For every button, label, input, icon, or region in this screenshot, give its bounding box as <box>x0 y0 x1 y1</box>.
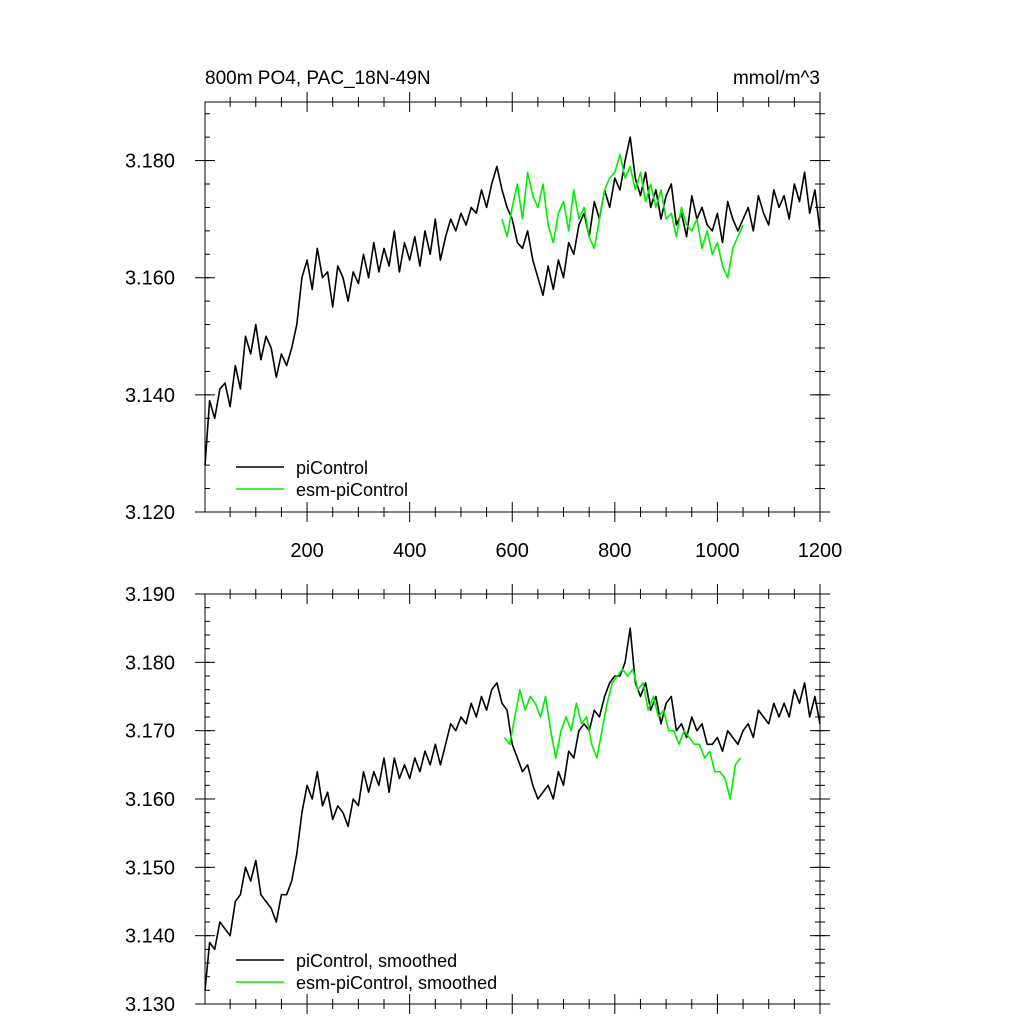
x-tick-label: 600 <box>496 540 529 562</box>
top-series-group <box>204 136 821 466</box>
y-tick-label: 3.160 <box>125 268 175 290</box>
bottom-series-group <box>204 627 821 991</box>
bottom-x-ticks <box>306 584 821 1014</box>
bottom-plot-frame <box>204 593 821 1005</box>
y-tick-label: 3.150 <box>125 857 175 879</box>
y-tick-label: 3.190 <box>125 584 175 606</box>
y-tick-label: 3.180 <box>125 151 175 173</box>
y-tick-label: 3.140 <box>125 385 175 407</box>
series-line-esm-picontrol-smoothed <box>503 668 742 800</box>
top-panel: 800m PO4, PAC_18N-49N mmol/m^3 200 400 600… <box>125 68 842 562</box>
y-tick-label: 3.180 <box>125 652 175 674</box>
y-tick-label: 3.130 <box>125 994 175 1016</box>
legend-label-esm-picontrol: esm-piControl <box>296 480 408 500</box>
series-line-picontrol <box>204 136 821 466</box>
x-tick-label: 1000 <box>695 540 740 562</box>
legend-label-picontrol: piControl <box>296 458 368 478</box>
top-panel-title: 800m PO4, PAC_18N-49N <box>205 68 431 89</box>
bottom-legend: piControl, smoothed esm-piControl, smoot… <box>236 951 497 993</box>
legend-label-esm-picontrol-smoothed: esm-piControl, smoothed <box>296 973 497 993</box>
top-legend: piControl esm-piControl <box>236 458 408 500</box>
top-plot-frame <box>204 101 821 513</box>
y-tick-label: 3.140 <box>125 926 175 948</box>
legend-label-picontrol-smoothed: piControl, smoothed <box>296 951 457 971</box>
top-panel-units: mmol/m^3 <box>733 68 820 89</box>
y-tick-label: 3.120 <box>125 502 175 524</box>
y-tick-label: 3.160 <box>125 789 175 811</box>
x-tick-label: 1200 <box>798 540 843 562</box>
bottom-minor-ticks <box>205 589 825 1009</box>
series-line-esm-picontrol <box>501 153 744 279</box>
series-line-picontrol-smoothed <box>204 627 821 991</box>
x-tick-label: 200 <box>290 540 323 562</box>
x-tick-label: 800 <box>598 540 631 562</box>
x-tick-label: 400 <box>393 540 426 562</box>
top-x-ticks: 200 400 600 800 1000 1200 <box>290 92 842 562</box>
y-tick-label: 3.170 <box>125 721 175 743</box>
bottom-y-ticks: 3.130 3.140 3.150 3.160 3.170 3.180 3.190 <box>125 584 830 1016</box>
bottom-panel: 3.130 3.140 3.150 3.160 3.170 3.180 3.190 piCo… <box>125 584 830 1016</box>
top-y-ticks: 3.120 3.140 3.160 3.180 <box>125 151 830 524</box>
